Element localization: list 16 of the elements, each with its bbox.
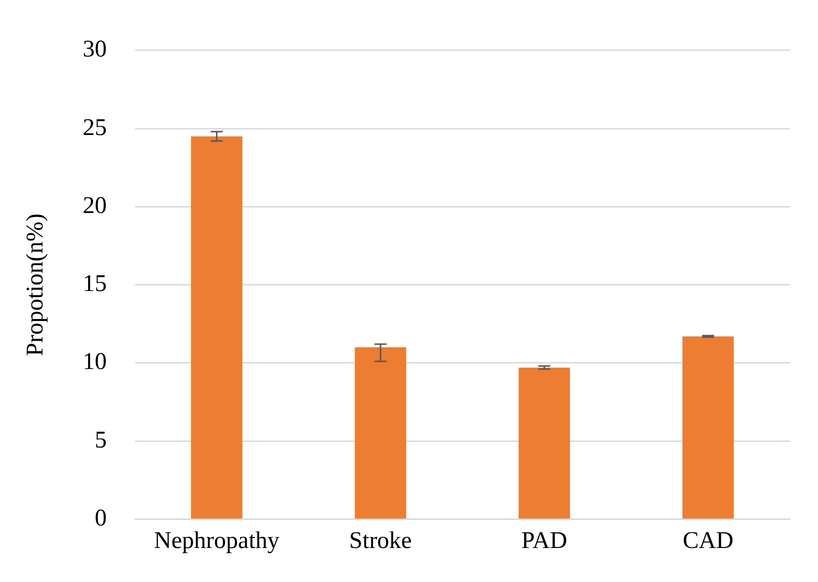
y-tick-label: 10 <box>82 349 107 376</box>
bar <box>682 336 734 518</box>
y-axis-title: Propotion(n%) <box>22 213 49 356</box>
y-tick-label: 15 <box>82 271 107 298</box>
bar <box>191 136 242 518</box>
bar <box>354 347 406 518</box>
y-tick-label: 0 <box>94 505 107 532</box>
x-tick-label: Nephropathy <box>154 528 280 554</box>
y-tick-label: 20 <box>82 192 107 219</box>
x-tick-label: Stroke <box>349 528 412 554</box>
y-tick-label: 30 <box>82 36 107 63</box>
y-tick-label: 25 <box>82 114 107 141</box>
x-tick-label: PAD <box>521 528 568 554</box>
bar <box>518 368 570 518</box>
y-tick-label: 5 <box>94 427 107 454</box>
x-tick-label: CAD <box>682 528 734 554</box>
